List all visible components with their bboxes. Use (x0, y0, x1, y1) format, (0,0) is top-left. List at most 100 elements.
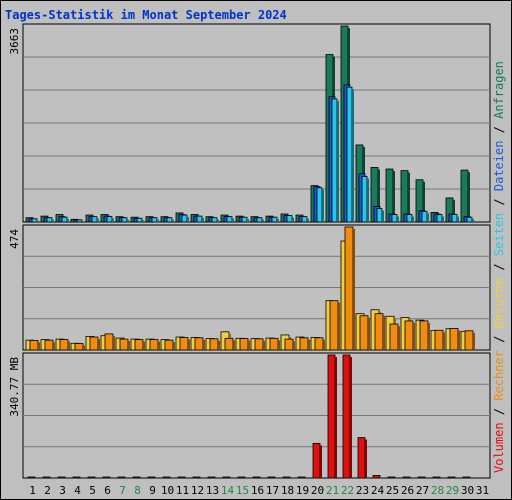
bar-seiten-day-26 (406, 214, 413, 223)
bar-rechner-day-13-shade (218, 340, 220, 350)
bar-seiten-day-2 (46, 217, 53, 223)
bar-rechner-day-12-shade (203, 339, 205, 350)
bar-volumen-day-17 (267, 476, 276, 479)
bar-seiten-day-16-shade (262, 219, 264, 222)
bar-seiten-day-8 (136, 217, 143, 223)
bar-volumen-day-24 (372, 475, 381, 479)
bar-seiten-day-19-shade (307, 218, 309, 222)
bar-seiten-day-25-shade (397, 216, 399, 222)
x-tick-label-28: 28 (431, 484, 444, 497)
bar-rechner-day-21 (329, 300, 339, 351)
bar-rechner-day-16-shade (263, 340, 265, 350)
bar-seiten-day-24-shade (382, 210, 384, 222)
bar-anfragen-day-30-shade (468, 172, 470, 222)
bar-volumen-day-5 (87, 476, 96, 479)
bar-seiten-day-29-shade (457, 216, 459, 222)
bar-rechner-day-17-shade (278, 340, 280, 350)
bar-volumen-day-3 (57, 476, 66, 479)
bar-seiten-day-7 (121, 217, 128, 223)
bar-rechner-day-23-shade (368, 317, 370, 350)
bar-seiten-day-11-shade (187, 217, 189, 222)
x-tick-label-4: 4 (74, 484, 81, 497)
bar-rechner-day-17 (269, 337, 279, 351)
bar-rechner-day-25 (389, 323, 399, 351)
bar-rechner-day-7-shade (128, 341, 130, 350)
bar-rechner-day-21-shade (338, 302, 340, 350)
bar-volumen-day-23-shade (365, 439, 367, 478)
bar-volumen-day-8 (132, 476, 141, 479)
bar-rechner-day-20 (314, 337, 324, 351)
bar-volumen-day-22 (342, 354, 351, 479)
x-tick-label-5: 5 (89, 484, 96, 497)
bar-seiten-day-9-shade (157, 219, 159, 222)
bar-volumen-day-30 (462, 476, 471, 479)
bar-rechner-day-18-shade (293, 341, 295, 350)
bar-rechner-day-2-shade (53, 342, 55, 350)
x-tick-label-21: 21 (326, 484, 339, 497)
bar-rechner-day-28 (434, 329, 444, 351)
bar-seiten-day-23 (361, 176, 368, 223)
x-tick-label-20: 20 (311, 484, 324, 497)
bar-rechner-day-10 (164, 339, 174, 351)
bar-seiten-day-14-shade (232, 218, 234, 222)
bar-rechner-day-8-shade (143, 341, 145, 350)
bar-seiten-day-2-shade (52, 219, 54, 222)
bar-volumen-day-2 (42, 476, 51, 479)
bar-rechner-day-15-shade (248, 340, 250, 350)
bar-rechner-day-8 (134, 339, 144, 351)
bar-volumen-day-4 (72, 476, 81, 479)
bar-volumen-day-15 (237, 476, 246, 479)
bar-volumen-day-21-shade (335, 357, 337, 478)
bar-anfragen-day-29-shade (453, 199, 455, 222)
bar-seiten-day-14 (226, 216, 233, 223)
bar-volumen-day-28 (432, 476, 441, 479)
legend-separator: / (492, 401, 506, 423)
bar-volumen-day-20 (312, 442, 321, 479)
y-axis-label-volumen: 340.77 MB (8, 357, 21, 417)
bar-rechner-day-22 (344, 226, 354, 351)
bar-seiten-day-6-shade (112, 218, 114, 222)
bar-volumen-day-21 (327, 354, 336, 479)
bar-seiten-day-28 (436, 214, 443, 223)
bar-rechner-day-16 (254, 338, 264, 351)
x-tick-label-1: 1 (29, 484, 36, 497)
bar-volumen-day-7 (117, 476, 126, 479)
bar-seiten-day-22-shade (352, 89, 354, 223)
legend-anfragen: Anfragen (492, 61, 506, 119)
bar-seiten-day-5-shade (97, 218, 99, 222)
bar-seiten-day-10 (166, 217, 173, 223)
bar-seiten-day-17 (271, 216, 278, 223)
bar-seiten-day-26-shade (412, 216, 414, 222)
bar-seiten-day-27-shade (427, 213, 429, 222)
bar-seiten-day-6 (106, 216, 113, 223)
bar-rechner-day-4-shade (83, 345, 85, 350)
bar-rechner-day-15 (239, 338, 249, 351)
bar-rechner-day-1-shade (38, 342, 40, 350)
bar-rechner-day-24-shade (383, 315, 385, 350)
bar-seiten-day-17-shade (277, 219, 279, 222)
bar-anfragen-day-30 (460, 169, 469, 223)
bar-volumen-day-6 (102, 476, 111, 479)
x-tick-label-16: 16 (251, 484, 264, 497)
x-tick-label-11: 11 (176, 484, 189, 497)
x-tick-label-7: 7 (119, 484, 126, 497)
y-axis-label-anfragen-dateien-seiten: 3663 (8, 28, 21, 55)
bar-seiten-day-18 (286, 215, 293, 223)
bar-rechner-day-30 (464, 330, 474, 351)
bar-volumen-day-20-shade (320, 445, 322, 478)
x-tick-label-6: 6 (104, 484, 111, 497)
x-tick-label-26: 26 (401, 484, 414, 497)
chart-legend: Volumen / Rechner / Besuche / Seiten / D… (492, 61, 506, 473)
x-tick-label-29: 29 (446, 484, 459, 497)
bar-seiten-day-13 (211, 217, 218, 223)
legend-separator: / (492, 119, 506, 141)
bar-rechner-day-29 (449, 328, 459, 351)
x-tick-label-19: 19 (296, 484, 309, 497)
bar-rechner-day-14-shade (233, 340, 235, 350)
legend-volumen: Volumen (492, 422, 506, 473)
bar-rechner-day-14 (224, 337, 234, 351)
bar-seiten-day-1 (31, 218, 38, 223)
x-tick-label-31: 31 (476, 484, 489, 497)
bar-seiten-day-30 (466, 216, 473, 223)
bar-seiten-day-20 (316, 187, 323, 223)
